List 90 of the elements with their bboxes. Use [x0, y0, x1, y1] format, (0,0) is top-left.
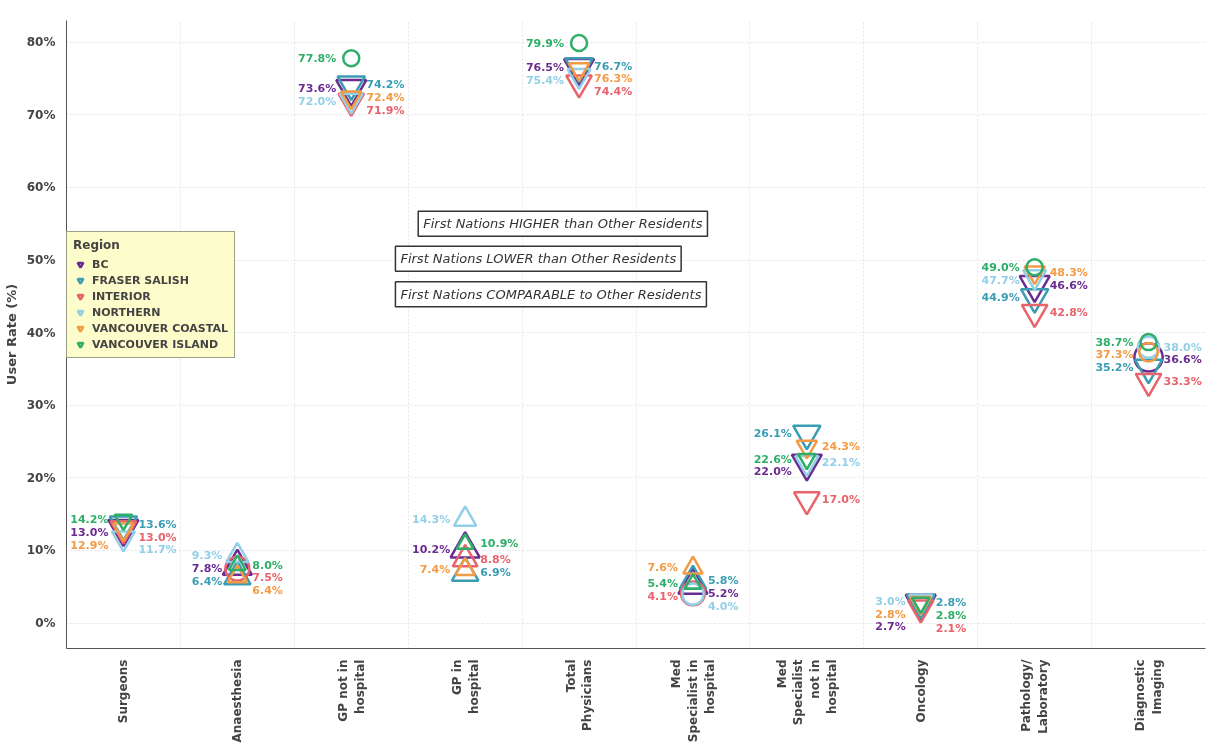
- data-label: 4.0%: [707, 599, 739, 613]
- data-label: 6.4%: [252, 584, 283, 598]
- data-label: 2.8%: [935, 596, 967, 610]
- data-label: 10.2%: [411, 542, 451, 556]
- data-label: 77.8%: [298, 51, 337, 65]
- data-label: 2.8%: [935, 609, 967, 623]
- data-label: 42.8%: [1049, 305, 1088, 319]
- x-tick-label: Pathology/ Laboratory: [1019, 658, 1051, 734]
- data-label: 14.3%: [411, 512, 451, 526]
- data-label: 2.1%: [935, 621, 967, 635]
- data-label: 13.0%: [70, 526, 109, 540]
- data-label: 72.4%: [366, 90, 405, 104]
- data-label: 37.3%: [1095, 348, 1134, 362]
- data-label: 74.4%: [594, 85, 633, 99]
- data-label: 24.3%: [821, 440, 861, 454]
- data-label: 47.7%: [981, 273, 1020, 287]
- x-tick-label: Oncology: [913, 659, 928, 723]
- data-label: 11.7%: [138, 543, 177, 557]
- data-label: 17.0%: [821, 493, 861, 507]
- data-label: 26.1%: [753, 427, 792, 441]
- data-label: 35.2%: [1095, 361, 1134, 375]
- data-label: 76.5%: [525, 61, 565, 75]
- legend-label: VANCOUVER COASTAL: [92, 321, 228, 335]
- y-tick-label: 70%: [26, 107, 56, 122]
- data-label: 3.0%: [875, 594, 906, 608]
- data-label: 13.0%: [138, 530, 177, 544]
- data-label: 14.2%: [70, 513, 109, 527]
- legend-label: BC: [92, 257, 110, 271]
- y-axis-title: User Rate (%): [3, 283, 19, 386]
- legend-label: NORTHERN: [92, 305, 161, 319]
- data-label: 74.2%: [366, 77, 405, 91]
- legend-label: VANCOUVER ISLAND: [92, 337, 219, 351]
- legend-label: INTERIOR: [92, 289, 151, 303]
- data-label: 9.3%: [191, 549, 223, 563]
- data-label: 10.9%: [480, 537, 519, 551]
- data-label: 79.9%: [525, 36, 565, 50]
- data-label: 73.6%: [298, 82, 337, 96]
- y-tick-label: 50%: [26, 253, 56, 268]
- data-label: 2.8%: [875, 607, 906, 621]
- data-label: 44.9%: [981, 290, 1020, 304]
- data-label: 8.0%: [252, 558, 283, 572]
- annotation: First Nations COMPARABLE to Other Residents: [400, 286, 702, 302]
- y-tick-label: 0%: [35, 616, 56, 631]
- data-label: 75.4%: [525, 73, 565, 87]
- data-label: 2.7%: [875, 620, 906, 634]
- data-label: 7.6%: [647, 561, 678, 575]
- data-label: 48.3%: [1049, 265, 1088, 279]
- data-label: 5.4%: [647, 577, 678, 591]
- data-label: 6.9%: [480, 566, 511, 580]
- data-label: 7.8%: [191, 561, 223, 575]
- annotation: First Nations LOWER than Other Residents: [400, 251, 677, 267]
- data-label: 76.7%: [594, 59, 633, 73]
- data-label: 38.0%: [1163, 340, 1202, 354]
- x-tick-label: Anaesthesia: [230, 659, 245, 743]
- data-label: 4.1%: [647, 590, 678, 604]
- data-label: 7.5%: [252, 571, 283, 585]
- data-label: 5.2%: [707, 587, 739, 601]
- x-tick-label: Surgeons: [116, 659, 131, 724]
- y-tick-label: 30%: [26, 398, 56, 413]
- data-label: 33.3%: [1163, 374, 1202, 388]
- y-tick-label: 10%: [26, 543, 56, 558]
- x-tick-label: GP not in hospital: [335, 659, 367, 722]
- data-label: 7.4%: [419, 562, 451, 576]
- data-label: 5.8%: [707, 574, 739, 588]
- x-tick-label: Med Specialist not in hospital: [774, 659, 840, 726]
- x-tick-label: GP in hospital: [449, 659, 481, 715]
- data-label: 76.3%: [594, 72, 633, 86]
- x-tick-label: Diagnostic Imaging: [1133, 659, 1164, 732]
- y-tick-label: 60%: [26, 180, 56, 195]
- data-label: 72.0%: [298, 95, 337, 108]
- data-label: 49.0%: [981, 260, 1020, 274]
- data-label: 38.7%: [1095, 335, 1134, 349]
- data-label: 22.0%: [753, 465, 792, 479]
- y-tick-label: 40%: [26, 325, 56, 340]
- data-label: 12.9%: [70, 539, 109, 553]
- data-label: 46.6%: [1049, 278, 1088, 292]
- data-label: 22.1%: [821, 456, 861, 470]
- y-tick-label: 20%: [26, 470, 56, 485]
- legend-title: Region: [73, 238, 121, 252]
- data-label: 8.8%: [480, 552, 511, 566]
- data-label: 71.9%: [366, 103, 405, 117]
- y-tick-label: 80%: [26, 35, 56, 50]
- data-label: 36.6%: [1163, 353, 1202, 367]
- x-tick-label: Total Physicians: [563, 659, 595, 731]
- annotation: First Nations HIGHER than Other Residents: [423, 216, 703, 232]
- data-label: 13.6%: [138, 517, 177, 531]
- x-tick-label: Med Specialist in hospital: [669, 659, 717, 743]
- data-label: 22.6%: [753, 452, 792, 466]
- data-label: 6.4%: [191, 574, 223, 588]
- legend-label: FRASER SALISH: [92, 273, 189, 287]
